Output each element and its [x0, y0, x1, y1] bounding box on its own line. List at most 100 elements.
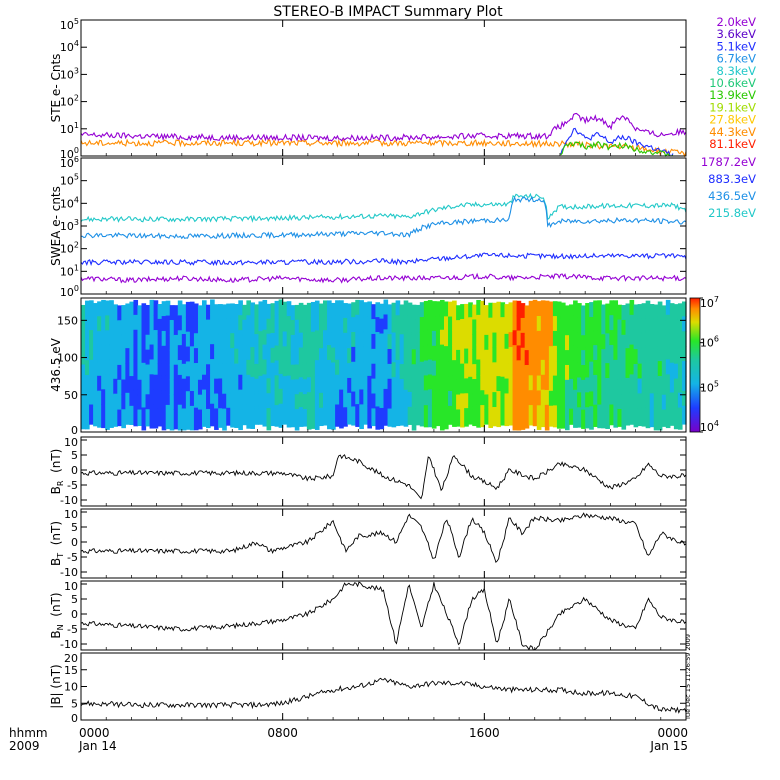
- spectrogram-cell: [419, 346, 425, 363]
- spectrogram-cell: [302, 364, 308, 380]
- spectrogram-cell: [669, 407, 675, 426]
- spectrogram-cell: [105, 374, 110, 391]
- spectrogram-cell: [85, 404, 90, 430]
- spectrogram-cell: [97, 390, 102, 407]
- spectrogram-cell: [605, 333, 610, 349]
- spectrogram-cell: [649, 393, 655, 409]
- spectrogram-cell: [206, 349, 211, 365]
- spectrogram-cell: [141, 303, 147, 319]
- spectrogram-cell: [528, 360, 534, 376]
- spectrogram-cell: [633, 364, 639, 380]
- spectrogram-cell: [274, 345, 280, 362]
- spectrogram-cell: [226, 363, 231, 379]
- spectrogram-cell: [262, 314, 268, 331]
- spectrogram-cell: [565, 409, 570, 431]
- spectrogram-cell: [306, 362, 312, 378]
- spectrogram-cell: [97, 346, 102, 362]
- spectrogram-cell: [669, 362, 675, 379]
- spectrogram-cell: [157, 363, 163, 380]
- spectrogram-cell: [605, 363, 610, 379]
- spectrogram-cell: [310, 346, 316, 363]
- spectrogram-cell: [302, 409, 308, 427]
- spectrogram-cell: [121, 409, 126, 429]
- spectrogram-cell: [621, 394, 627, 410]
- spectrogram-cell: [569, 334, 574, 350]
- spectrogram-cell: [113, 378, 118, 395]
- spectrogram-cell: [613, 344, 619, 361]
- spectrogram-cell: [367, 301, 372, 317]
- spectrogram-cell: [206, 408, 211, 429]
- spectrogram-cell: [605, 392, 610, 409]
- spectrogram-cell: [367, 316, 372, 332]
- spectrogram-cell: [125, 407, 130, 425]
- spectrogram-cell: [242, 304, 247, 321]
- spectrogram-cell: [210, 359, 215, 375]
- spectrogram-cell: [93, 362, 98, 379]
- spectrogram-cell: [649, 318, 655, 335]
- spectrogram-cell: [552, 405, 558, 428]
- spectrogram-cell: [625, 318, 631, 334]
- spectrogram-cell: [508, 347, 514, 363]
- spectrogram-cell: [661, 394, 667, 411]
- spectrogram-cell: [169, 379, 175, 396]
- spectrogram-cell: [202, 330, 207, 346]
- spectrogram-cell: [93, 407, 98, 427]
- spectrogram-cell: [274, 405, 280, 427]
- spectrogram-cell: [359, 329, 364, 346]
- spectrogram-cell: [673, 378, 679, 395]
- spectrogram-cell: [512, 404, 518, 431]
- spectrogram-cell: [641, 318, 647, 334]
- spectrogram-cell: [105, 360, 110, 376]
- spectrogram-cell: [306, 332, 312, 349]
- spectrogram-cell: [262, 374, 268, 390]
- spectrogram-cell: [101, 344, 106, 361]
- spectrogram-cell: [569, 378, 574, 395]
- spectrogram-cell: [226, 318, 231, 334]
- spectrogram-cell: [423, 375, 429, 391]
- spectrogram-cell: [234, 304, 239, 320]
- spectrogram-cell: [500, 391, 506, 408]
- spectrogram-cell: [544, 404, 550, 431]
- spectrogram-cell: [89, 315, 94, 331]
- spectrogram-cell: [202, 374, 207, 391]
- spectrogram-cell: [500, 376, 506, 393]
- y-tick-label: 10: [64, 436, 78, 449]
- spectrogram-cell: [278, 299, 284, 315]
- spectrogram-cell: [593, 389, 598, 406]
- spectrogram-cell: [246, 374, 251, 391]
- spectrogram-cell: [331, 392, 336, 408]
- spectrogram-cell: [81, 319, 86, 336]
- spectrogram-cell: [81, 304, 86, 321]
- spectrogram-cell: [113, 334, 118, 350]
- spectrogram-cell: [165, 300, 171, 317]
- spectrogram-cell: [310, 331, 316, 348]
- spectrogram-cell: [444, 361, 449, 377]
- spectrogram-cell: [129, 331, 135, 347]
- spectrogram-cell: [363, 391, 368, 408]
- spectrogram-cell: [560, 347, 566, 363]
- spectrogram-cell: [601, 378, 606, 395]
- spectrogram-cell: [573, 374, 578, 391]
- spectrogram-cell: [314, 330, 320, 346]
- spectrogram-cell: [452, 315, 457, 331]
- spectrogram-cell: [613, 374, 619, 391]
- spectrogram-cell: [379, 303, 385, 320]
- spectrogram-cell: [266, 303, 272, 320]
- spectrogram-cell: [314, 404, 320, 430]
- spectrogram-cell: [157, 408, 163, 427]
- spectrogram-cell: [569, 364, 574, 380]
- spectrogram-cell: [193, 363, 199, 379]
- spectrogram-cell: [411, 364, 417, 380]
- y-tick-label: 100: [60, 146, 79, 161]
- spectrogram-cell: [524, 335, 530, 351]
- spectrogram-cell: [452, 300, 457, 317]
- spectrogram-cell: [520, 392, 526, 408]
- spectrogram-cell: [189, 301, 195, 318]
- legend-entry: 81.1keV: [709, 137, 756, 151]
- spectrogram-cell: [585, 377, 590, 393]
- series-line: [80, 192, 687, 223]
- spectrogram-cell: [310, 406, 316, 429]
- spectrogram-cell: [528, 300, 534, 317]
- spectrogram-cell: [649, 408, 655, 428]
- spectrogram-cell: [331, 332, 336, 349]
